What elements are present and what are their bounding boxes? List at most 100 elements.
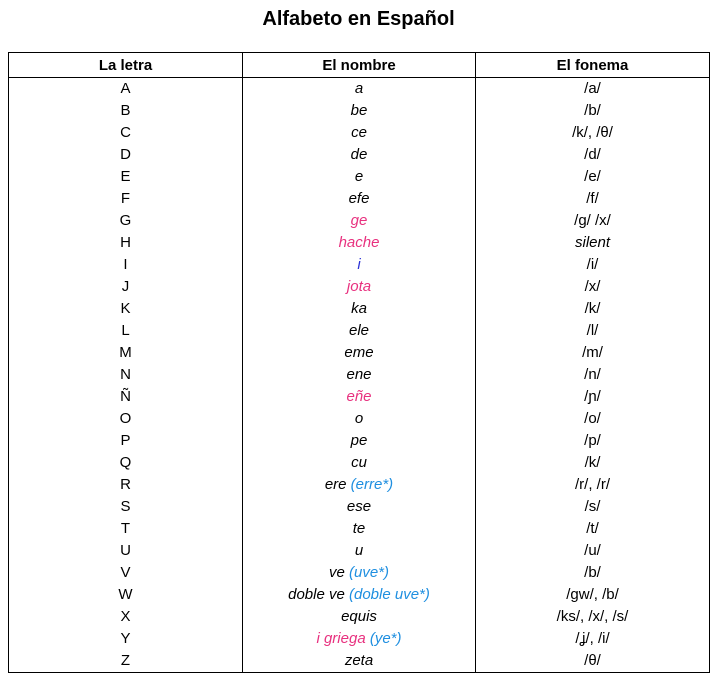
name-cell: be [242,100,476,122]
name-segment: i [357,256,361,273]
letter-cell: X [8,606,243,628]
name-segment: ve [328,564,349,581]
phoneme-cell: /p/ [475,430,710,452]
phoneme-cell: /a/ [475,77,710,100]
name-segment: jota [346,278,372,295]
name-cell: doble ve (doble uve*) [242,584,476,606]
name-cell: ene [242,364,476,386]
name-segment: ele [348,322,370,339]
letter-cell: A [8,77,243,100]
name-cell: te [242,518,476,540]
letter-cell: N [8,364,243,386]
name-cell: efe [242,188,476,210]
letter-cell: J [8,276,243,298]
phoneme-cell: /n/ [475,364,710,386]
name-cell: ve (uve*) [242,562,476,584]
name-cell: i [242,254,476,276]
phoneme-cell: /e/ [475,166,710,188]
phoneme-cell: /ʝ/, /i/ [475,628,710,650]
phoneme-cell: /o/ [475,408,710,430]
letter-cell: Q [8,452,243,474]
name-segment: (erre*) [350,476,394,493]
name-segment: (ye*) [369,630,402,647]
table-header-row: La letra El nombre El fonema [8,52,710,78]
name-segment: (doble uve*) [349,586,430,603]
letter-cell: U [8,540,243,562]
phoneme-cell: /u/ [475,540,710,562]
letter-cell: G [8,210,243,232]
name-cell: o [242,408,476,430]
phoneme-cell: /k/ [475,452,710,474]
phoneme-cell: /i/ [475,254,710,276]
header-letter: La letra [8,52,243,78]
phoneme-cell: /g/ /x/ [475,210,710,232]
phoneme-cell: /s/ [475,496,710,518]
name-cell: a [242,77,476,100]
name-cell: ele [242,320,476,342]
letter-cell: B [8,100,243,122]
header-name: El nombre [242,52,476,78]
name-segment: hache [338,234,380,251]
phoneme-cell: /b/ [475,562,710,584]
name-cell: hache [242,232,476,254]
name-segment: ese [346,498,372,515]
name-segment: ge [350,212,368,229]
letter-cell: V [8,562,243,584]
name-cell: e [242,166,476,188]
phoneme-cell: /d/ [475,144,710,166]
name-segment: o [354,410,364,427]
name-segment: de [350,146,368,163]
phoneme-cell: /ks/, /x/, /s/ [475,606,710,628]
letter-cell: T [8,518,243,540]
name-segment: ce [351,124,367,141]
phoneme-cell: /f/ [475,188,710,210]
letter-cell: D [8,144,243,166]
letter-cell: H [8,232,243,254]
name-segment: eñe [346,388,372,405]
name-segment: ere [324,476,351,493]
letter-cell: C [8,122,243,144]
name-segment: te [352,520,366,537]
name-segment: u [354,542,364,559]
name-cell: ere (erre*) [242,474,476,496]
phoneme-cell: /ɲ/ [475,386,710,408]
name-cell: ce [242,122,476,144]
name-segment: efe [348,190,370,207]
letter-cell: Y [8,628,243,650]
name-cell: ka [242,298,476,320]
phoneme-cell: silent [475,232,710,254]
name-segment: eme [344,344,374,361]
phoneme-cell: /k/, /θ/ [475,122,710,144]
letter-cell: R [8,474,243,496]
letter-cell: Z [8,650,243,673]
name-segment: cu [351,454,367,471]
letter-cell: W [8,584,243,606]
name-cell: i griega (ye*) [242,628,476,650]
phoneme-cell: /m/ [475,342,710,364]
letter-cell: O [8,408,243,430]
name-segment: be [350,102,368,119]
phoneme-cell: /θ/ [475,650,710,673]
letter-cell: Ñ [8,386,243,408]
name-segment: a [354,80,364,97]
name-segment: equis [341,608,377,625]
name-cell: pe [242,430,476,452]
letter-cell: M [8,342,243,364]
name-segment: ene [346,366,372,383]
